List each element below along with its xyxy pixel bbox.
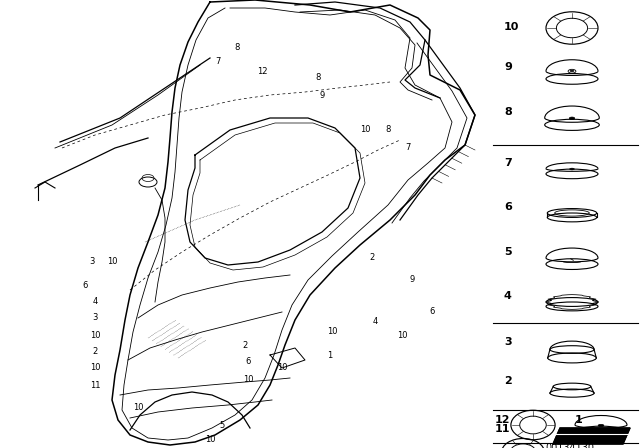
Text: 10: 10 [327, 327, 337, 336]
Text: 5: 5 [220, 421, 225, 430]
Ellipse shape [570, 70, 574, 72]
Text: 8: 8 [504, 107, 512, 117]
Text: 8: 8 [316, 73, 321, 82]
Text: 8: 8 [385, 125, 390, 134]
Text: 9: 9 [410, 276, 415, 284]
Text: 4: 4 [372, 318, 378, 327]
Text: 2: 2 [369, 254, 374, 263]
Text: 5: 5 [504, 247, 511, 257]
Text: 10: 10 [360, 125, 371, 134]
Text: 10: 10 [205, 435, 215, 444]
Text: 12: 12 [495, 415, 511, 425]
Text: 12: 12 [257, 68, 268, 77]
Ellipse shape [569, 117, 575, 120]
Text: 10: 10 [397, 331, 407, 340]
Text: 2: 2 [504, 376, 512, 386]
Text: 11: 11 [495, 424, 511, 434]
Text: 6: 6 [504, 202, 512, 212]
Text: 7: 7 [215, 57, 221, 66]
Text: 7: 7 [405, 143, 411, 152]
Text: 10: 10 [276, 363, 287, 372]
Text: 3: 3 [92, 314, 98, 323]
Text: 3: 3 [90, 258, 95, 267]
Text: 6: 6 [429, 307, 435, 316]
Text: 6: 6 [245, 358, 251, 366]
Text: 2: 2 [92, 348, 98, 357]
Ellipse shape [570, 168, 574, 170]
Text: 10: 10 [107, 258, 117, 267]
Text: 6: 6 [83, 280, 88, 289]
Text: 4: 4 [504, 291, 512, 301]
Text: 1: 1 [328, 350, 333, 359]
Text: 10: 10 [243, 375, 253, 384]
Polygon shape [553, 428, 630, 444]
Text: 2: 2 [243, 340, 248, 349]
Text: 9: 9 [319, 90, 324, 99]
Text: 00134130: 00134130 [545, 443, 595, 448]
Text: 7: 7 [504, 158, 512, 168]
Text: 9: 9 [504, 62, 512, 72]
Text: 3: 3 [504, 337, 511, 347]
Ellipse shape [598, 424, 604, 426]
Text: 11: 11 [90, 380, 100, 389]
Text: 8: 8 [234, 43, 240, 52]
Text: 10: 10 [132, 404, 143, 413]
Text: 10: 10 [90, 363, 100, 372]
Text: 10: 10 [90, 331, 100, 340]
Text: 1: 1 [575, 415, 583, 425]
Text: 10: 10 [504, 22, 520, 32]
Text: 4: 4 [92, 297, 98, 306]
